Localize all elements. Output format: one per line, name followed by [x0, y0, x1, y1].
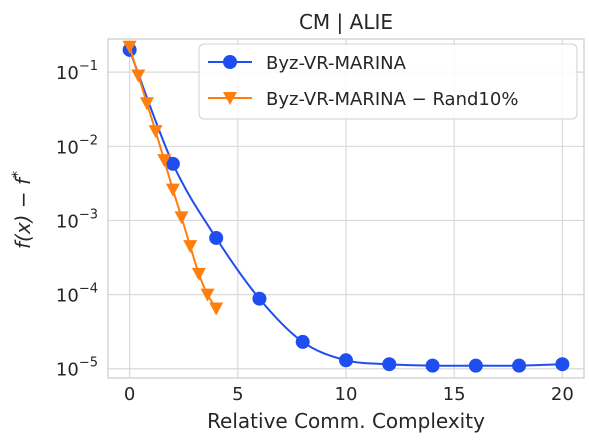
data-point	[339, 353, 353, 368]
y-tick-base: 10	[56, 211, 79, 232]
y-tick-base: 10	[56, 286, 79, 307]
y-axis-label-lhs: f(x) − f	[11, 175, 35, 249]
data-point	[157, 154, 172, 168]
y-tick-exponent: −3	[79, 207, 98, 222]
y-tick-label: 10−2	[56, 133, 98, 158]
data-point	[200, 288, 215, 302]
legend: Byz-VR-MARINA Byz-VR-MARINA − Rand10%	[198, 43, 578, 120]
data-point	[191, 267, 206, 281]
y-tick-label: 10−5	[56, 356, 98, 381]
legend-box	[198, 43, 578, 120]
y-tick-base: 10	[56, 137, 79, 158]
legend-marker	[223, 92, 237, 105]
data-point	[165, 156, 180, 171]
x-tick-label: 20	[551, 384, 574, 405]
data-point	[295, 334, 310, 349]
y-tick-exponent: −5	[79, 356, 98, 371]
data-point	[252, 291, 267, 306]
data-point	[139, 97, 154, 111]
x-tick-label: 10	[335, 384, 358, 405]
y-axis-label-star: *	[10, 171, 26, 178]
data-point	[512, 358, 527, 373]
series-layer	[122, 40, 570, 373]
data-point	[174, 211, 189, 225]
x-tick-label: 0	[124, 384, 135, 405]
data-point	[425, 358, 440, 373]
x-tick-label: 15	[443, 384, 466, 405]
data-point	[209, 230, 224, 245]
data-point	[382, 357, 397, 372]
y-tick-label: 10−3	[56, 207, 98, 232]
legend-label: Byz-VR-MARINA − Rand10%	[266, 89, 518, 110]
data-point	[122, 40, 137, 54]
series-1	[122, 40, 224, 316]
data-point	[148, 125, 163, 139]
y-tick-label: 10−4	[56, 282, 98, 307]
y-tick-exponent: −1	[79, 59, 98, 74]
data-point	[165, 183, 180, 197]
y-tick-exponent: −2	[79, 133, 98, 148]
data-point	[183, 240, 198, 254]
data-point	[468, 358, 483, 373]
series-0	[122, 42, 570, 373]
x-tick-label: 5	[232, 384, 243, 405]
data-point	[131, 69, 146, 83]
plot-frame	[107, 38, 585, 379]
y-axis-label: f(x) − f*	[10, 171, 35, 249]
y-tick-label: 10−1	[56, 59, 98, 84]
chart-title: CM | ALIE	[299, 10, 393, 34]
data-point	[555, 357, 570, 372]
data-point	[209, 302, 224, 316]
y-tick-base: 10	[56, 360, 79, 381]
x-axis-label: Relative Comm. Complexity	[207, 409, 485, 433]
legend-label: Byz-VR-MARINA	[266, 53, 407, 74]
legend-marker	[223, 55, 237, 69]
y-tick-base: 10	[56, 63, 79, 84]
y-tick-exponent: −4	[79, 282, 98, 297]
